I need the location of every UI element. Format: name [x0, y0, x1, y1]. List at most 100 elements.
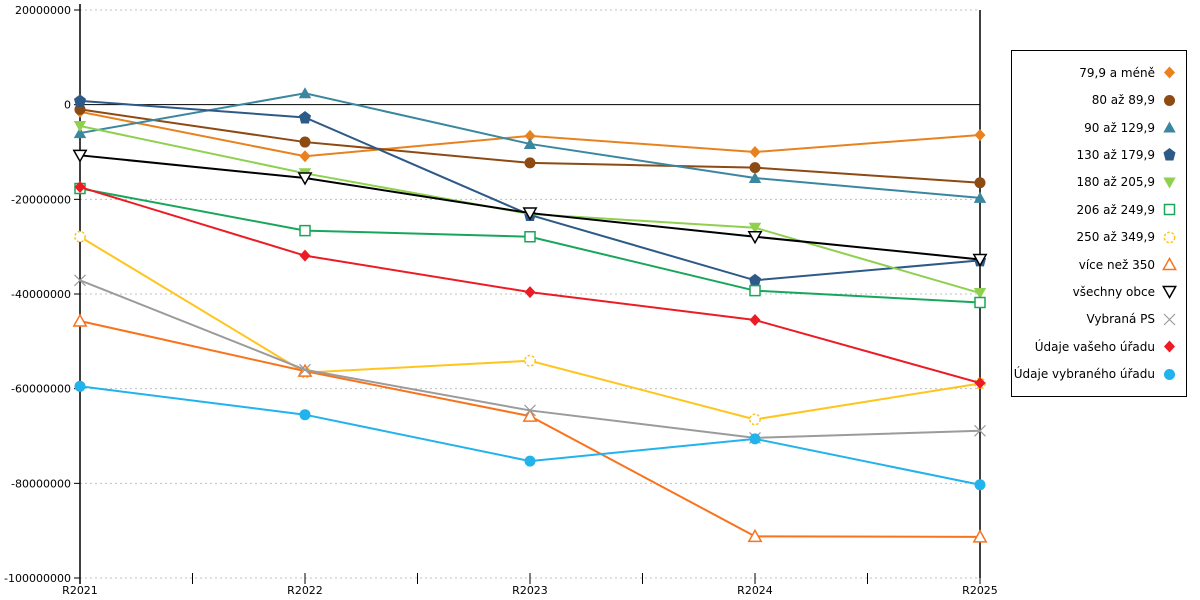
marker-shape — [74, 94, 86, 107]
marker-shape — [973, 191, 987, 203]
series-marker — [749, 433, 761, 445]
y-axis-label: -80000000 — [11, 477, 71, 490]
y-axis-label: -100000000 — [4, 572, 71, 585]
series-marker — [524, 157, 536, 169]
x-axis-label: R2021 — [62, 584, 98, 597]
legend-item-label: všechny obce — [1072, 284, 1155, 299]
marker-shape — [1164, 94, 1175, 106]
series-marker — [1163, 148, 1176, 161]
series-marker — [524, 404, 536, 417]
marker-shape — [1163, 148, 1176, 161]
marker-shape — [299, 150, 311, 163]
series-marker — [524, 230, 536, 243]
series-marker — [748, 222, 762, 234]
series-marker — [749, 314, 761, 327]
y-axis-label: 20000000 — [15, 4, 71, 17]
marker-shape — [749, 273, 761, 287]
series-marker — [1163, 231, 1176, 244]
series-marker — [523, 137, 537, 149]
series-marker — [749, 284, 761, 297]
marker-shape — [1164, 368, 1175, 380]
series-marker — [299, 110, 311, 124]
legend-item-label: 250 až 349,9 — [1076, 230, 1155, 245]
legend-item: Údaje vašeho úřadu — [1016, 334, 1178, 360]
legend-marker-icon — [1163, 121, 1176, 133]
series-marker — [1164, 368, 1175, 380]
marker-shape — [1163, 313, 1176, 326]
y-axis-label: -60000000 — [11, 383, 71, 396]
series-marker — [522, 207, 538, 221]
legend-marker-icon — [1163, 313, 1176, 326]
marker-shape — [974, 479, 986, 491]
legend-item: 90 až 129,9 — [1016, 115, 1178, 141]
series-marker — [74, 230, 86, 243]
x-axis-label: R2024 — [737, 584, 773, 597]
series-marker — [524, 455, 536, 467]
series-marker — [974, 296, 986, 309]
legend-item: Vybraná PS — [1016, 306, 1178, 332]
legend-marker-icon — [1163, 148, 1176, 161]
legend-item: 180 až 205,9 — [1016, 169, 1178, 195]
legend-item-label: 130 až 179,9 — [1076, 147, 1155, 162]
marker-shape — [73, 127, 87, 139]
legend-item: 250 až 349,9 — [1016, 224, 1178, 250]
marker-shape — [1164, 340, 1175, 353]
series-marker — [973, 288, 987, 300]
marker-shape — [749, 162, 761, 174]
marker-shape — [749, 413, 761, 426]
series-line — [79, 235, 981, 421]
series-marker — [974, 479, 986, 491]
marker-shape — [749, 314, 761, 327]
marker-shape — [297, 172, 313, 186]
marker-shape — [749, 433, 761, 445]
series-marker — [749, 273, 761, 287]
legend-item-label: Vybraná PS — [1086, 312, 1155, 327]
marker-shape — [522, 207, 538, 221]
legend-marker-icon — [1162, 257, 1177, 271]
marker-shape — [522, 408, 538, 422]
series-marker — [299, 249, 311, 262]
marker-shape — [299, 363, 311, 376]
legend-item: 206 až 249,9 — [1016, 197, 1178, 223]
marker-shape — [524, 230, 536, 243]
marker-shape — [1164, 66, 1175, 79]
marker-shape — [749, 284, 761, 297]
series-marker — [1163, 121, 1176, 133]
series-marker — [522, 408, 538, 422]
series-marker — [299, 224, 311, 237]
marker-shape — [73, 120, 87, 132]
x-axis-label: R2022 — [287, 584, 323, 597]
series-marker — [524, 129, 536, 142]
marker-shape — [974, 177, 986, 189]
series-marker — [299, 136, 311, 148]
series-marker — [974, 424, 986, 437]
series-line — [79, 320, 981, 538]
series-marker — [1164, 340, 1175, 353]
series-marker — [1162, 257, 1177, 271]
marker-shape — [1162, 286, 1177, 300]
marker-shape — [524, 286, 536, 299]
series-marker — [974, 128, 986, 141]
series-marker — [299, 409, 311, 421]
series-marker — [74, 380, 86, 392]
series-marker — [72, 313, 88, 327]
series-marker — [299, 150, 311, 163]
y-axis-label: -20000000 — [11, 193, 71, 206]
series-marker — [298, 87, 312, 99]
series-marker — [524, 354, 536, 367]
series-marker — [974, 376, 986, 389]
series-marker — [74, 274, 86, 287]
marker-shape — [1162, 257, 1177, 271]
marker-shape — [74, 380, 86, 392]
marker-shape — [748, 172, 762, 184]
marker-shape — [523, 137, 537, 149]
marker-shape — [974, 128, 986, 141]
series-marker — [1163, 313, 1176, 326]
legend-marker-icon — [1164, 66, 1175, 79]
legend-marker-icon — [1163, 231, 1176, 244]
legend-item-label: Údaje vašeho úřadu — [1034, 339, 1155, 354]
series-marker — [74, 94, 86, 107]
series-marker — [974, 177, 986, 189]
